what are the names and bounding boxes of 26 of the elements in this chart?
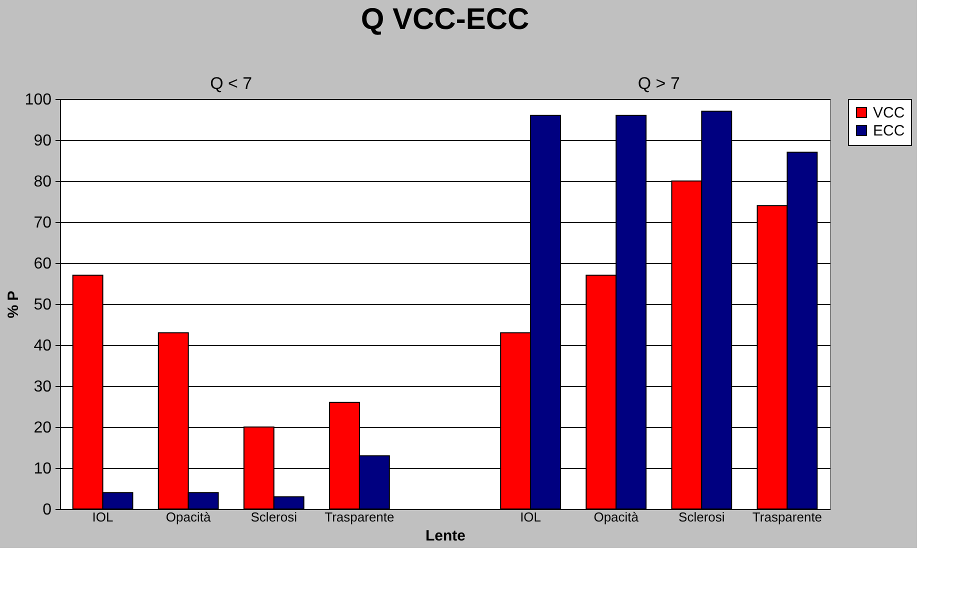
y-tick-label: 0 [42, 502, 52, 518]
y-tick-label: 20 [34, 420, 52, 436]
text: Q < 7 [210, 74, 252, 93]
chart-title: Q VCC-ECC [360, 3, 530, 36]
x-tick-label: Opacità [594, 510, 640, 524]
y-tick-label: 100 [24, 92, 52, 108]
y-tick-label: 80 [34, 174, 52, 190]
x-tick-label: Trasparente [752, 510, 822, 524]
x-tick-label: Sclerosi [250, 510, 298, 524]
legend-label: VCC [873, 104, 905, 122]
x-tick-label: Trasparente [324, 510, 394, 524]
legend-label: ECC [873, 122, 905, 140]
y-tick-label: 10 [34, 460, 52, 478]
y-tick-label: 60 [34, 256, 52, 272]
x-tick-label: IOL [520, 510, 542, 524]
y-tick-label: 90 [34, 132, 52, 150]
y-tick-label: 70 [34, 214, 52, 232]
x-tick-label: IOL [92, 510, 114, 524]
x-tick-label: Opacità [166, 510, 212, 524]
x-tick-label: Sclerosi [678, 510, 725, 524]
text: Q > 7 [638, 74, 680, 93]
x-axis-title: Lente [425, 528, 466, 544]
y-tick-label: 50 [34, 296, 52, 314]
y-tick-label: 30 [34, 378, 52, 396]
y-axis-title: % P [4, 290, 22, 318]
y-tick-label: 40 [34, 338, 52, 354]
